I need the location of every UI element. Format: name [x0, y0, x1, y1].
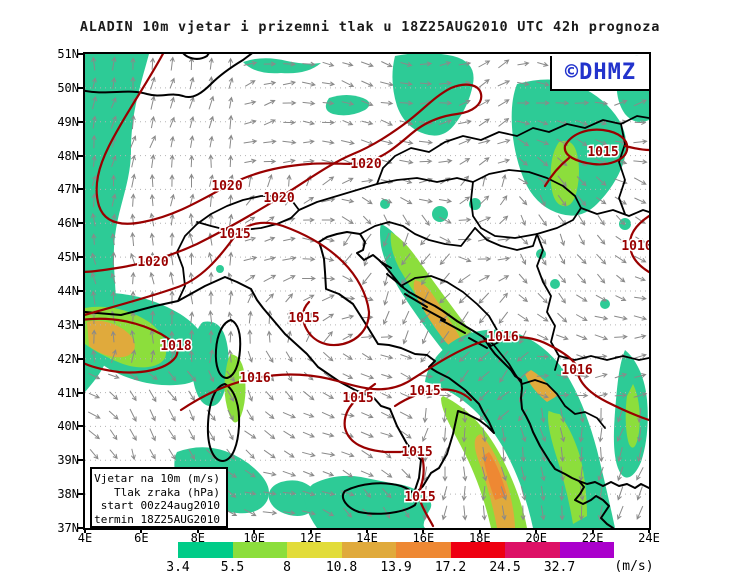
lon-tick-label: 22E: [581, 531, 604, 545]
copyright-text: ©DHMZ: [564, 60, 637, 85]
isobar-labels: 1020 1020 1020 1020 1015 1015 1010 1018 1015 1016…: [136, 144, 649, 507]
colorbar-tick-label: 10.8: [325, 560, 358, 575]
lat-tick-mark: [78, 86, 84, 89]
isobar-value-label: 1020: [211, 179, 242, 194]
lat-tick-mark: [78, 459, 84, 462]
colorbar-tick-label: 3.4: [166, 560, 190, 575]
isobar-value-label: 1015: [587, 145, 618, 160]
coastlines-borders: [85, 54, 649, 528]
lon-tick-mark: [84, 528, 86, 533]
lat-tick-label: 51N: [57, 47, 79, 61]
lon-tick-label: 6E: [134, 531, 149, 545]
isobar-value-label: 1015: [404, 490, 435, 505]
lat-tick-mark: [78, 527, 84, 529]
lat-tick-label: 41N: [57, 385, 79, 400]
lon-tick-label: 14E: [356, 531, 378, 545]
lat-tick-label: 49N: [57, 114, 79, 129]
lon-tick-label: 16E: [412, 531, 435, 545]
lat-tick-mark: [78, 323, 84, 326]
colorbar-tick-label: 32.7: [543, 560, 576, 575]
colorbar-segment: [341, 542, 396, 558]
lat-tick-mark: [78, 425, 84, 428]
isobar-value-label: 1015: [342, 391, 373, 406]
isobar-contours: [85, 54, 649, 528]
lat-tick-label: 48N: [57, 148, 79, 163]
lat-tick-label: 45N: [57, 250, 79, 265]
lon-tick-mark: [140, 528, 143, 533]
colorbar-unit-label: (m/s): [614, 559, 654, 574]
lat-tick-label: 46N: [57, 216, 79, 231]
lat-tick-mark: [78, 493, 84, 496]
lat-tick-label: 43N: [57, 317, 79, 332]
lat-tick-label: 50N: [57, 80, 79, 95]
lat-tick-mark: [78, 222, 84, 225]
isobar-value-label: 1016: [487, 330, 518, 345]
lon-tick-mark: [196, 528, 199, 533]
lat-tick-mark: [78, 154, 84, 157]
colorbar-segment: [178, 542, 233, 558]
lon-tick-mark: [478, 528, 481, 533]
lat-tick-label: 37N: [57, 521, 79, 535]
colorbar-segment: [559, 542, 614, 558]
isobar-value-label: 1018: [160, 339, 191, 354]
lat-tick-label: 39N: [57, 453, 79, 468]
lat-tick-mark: [78, 290, 84, 292]
isobar-value-label: 1020: [137, 255, 168, 270]
lat-tick-mark: [78, 391, 84, 394]
legend-line: Tlak zraka (hPa): [114, 485, 220, 499]
colorbar-tick-label: 5.5: [220, 560, 245, 575]
lon-tick-label: 18E: [468, 531, 491, 545]
lat-tick-label: 42N: [57, 351, 79, 366]
colorbar-segment: [287, 542, 342, 558]
isobar-value-label: 1010: [621, 239, 649, 254]
lon-tick-label: 20E: [525, 531, 548, 545]
legend-line: Vjetar na 10m (m/s): [94, 472, 220, 485]
lat-tick-label: 40N: [57, 419, 79, 434]
legend-line: start 00z24aug2010: [100, 499, 220, 512]
lat-tick-mark: [78, 188, 84, 191]
dhmz-watermark-box: ©DHMZ: [550, 56, 649, 91]
lat-tick-label: 44N: [57, 284, 79, 298]
lat-tick-mark: [78, 357, 84, 360]
lon-tick-label: 24E: [638, 531, 660, 545]
lat-tick-mark: [78, 53, 84, 55]
legend-info-box: Vjetar na 10m (m/s) Tlak zraka (hPa) start…: [90, 467, 228, 528]
lat-tick-mark: [78, 256, 84, 259]
legend-line: termin 18Z25AUG2010: [94, 512, 220, 526]
lon-tick-mark: [309, 528, 312, 533]
colorbar-segment: [505, 542, 560, 558]
lon-tick-mark: [422, 528, 425, 533]
colorbar-segment: [450, 542, 505, 558]
lon-tick-label: 12E: [299, 531, 322, 545]
lon-tick-mark: [535, 528, 538, 533]
colorbar-tick-label: 8: [283, 560, 291, 575]
lon-tick-label: 8E: [190, 531, 206, 545]
colorbar-segment: [396, 542, 451, 558]
lon-tick-label: 10E: [243, 531, 266, 545]
isobar-value-label: 1016: [239, 371, 270, 386]
colorbar-tick-label: 17.2: [434, 560, 467, 575]
lon-tick-mark: [648, 528, 650, 533]
lon-tick-mark: [366, 528, 368, 533]
colorbar-segment: [232, 542, 287, 558]
isobar-value-label: 1015: [288, 311, 319, 326]
isobar-value-label: 1016: [561, 363, 592, 378]
isobar-value-label: 1020: [263, 191, 294, 206]
colorbar-tick-label: 13.9: [380, 560, 412, 575]
lon-tick-mark: [591, 528, 594, 533]
map-canvas: 1020 1020 1020 1020 1015 1015 1010 1018 1015 1016…: [85, 54, 649, 528]
lat-tick-mark: [78, 120, 84, 123]
lon-tick-label: 4E: [77, 531, 93, 545]
isobar-value-label: 1015: [401, 445, 432, 460]
isobar-value-label: 1020: [350, 157, 381, 172]
lon-tick-mark: [253, 528, 256, 533]
isobar-value-label: 1015: [219, 227, 250, 242]
lat-tick-label: 38N: [57, 487, 79, 502]
map-area: 1020 1020 1020 1020 1015 1015 1010 1018 1015 1016…: [83, 52, 651, 530]
page-title: ALADIN 10m vjetar i prizemni tlak u 18Z2…: [79, 19, 661, 35]
colorbar-tick-label: 24.5: [489, 560, 521, 575]
isobar-value-label: 1015: [409, 384, 440, 399]
lat-tick-label: 47N: [57, 182, 79, 197]
